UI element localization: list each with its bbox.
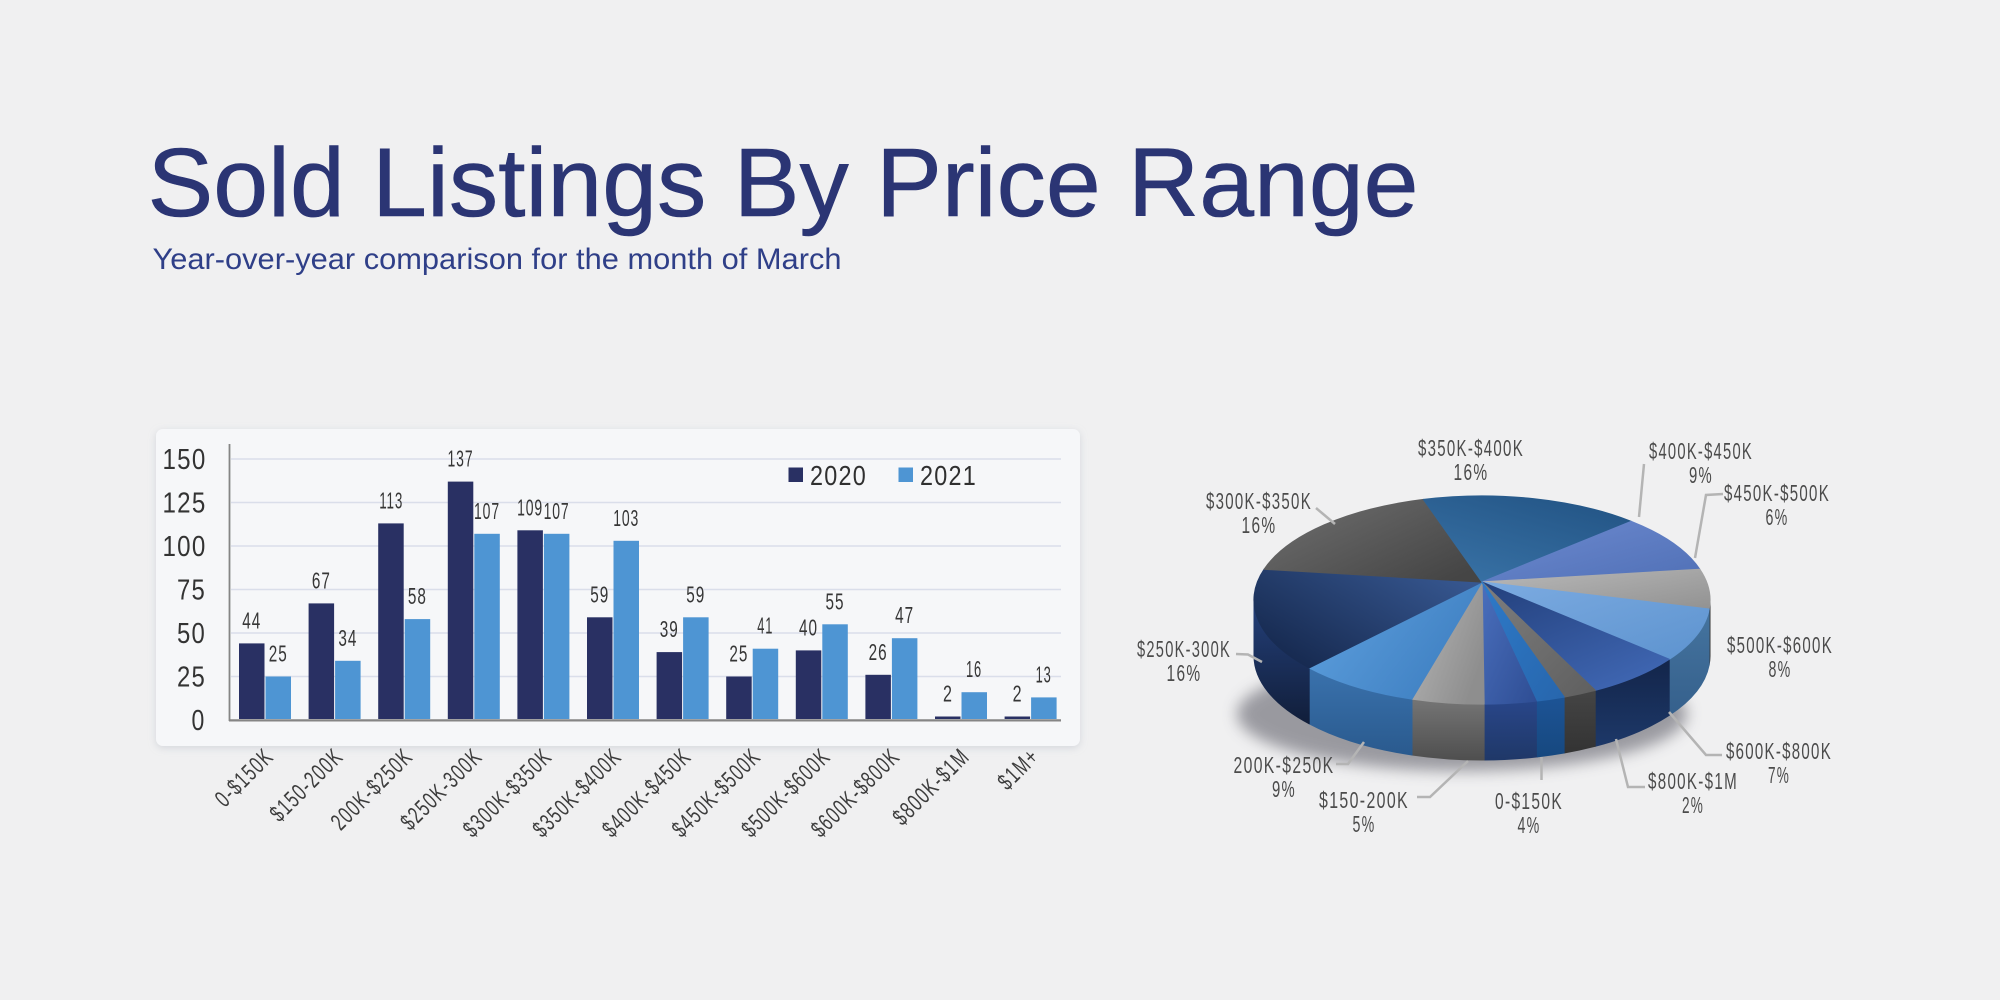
svg-text:2: 2 <box>943 681 953 707</box>
svg-text:$250K-300K: $250K-300K <box>1137 636 1231 662</box>
svg-text:0: 0 <box>192 705 206 737</box>
svg-text:55: 55 <box>826 588 845 614</box>
svg-text:8%: 8% <box>1769 656 1792 682</box>
svg-text:$300K-$350K: $300K-$350K <box>1206 488 1312 514</box>
svg-text:41: 41 <box>757 613 773 639</box>
svg-text:16%: 16% <box>1167 660 1202 686</box>
svg-text:4%: 4% <box>1518 812 1541 838</box>
svg-text:200K-$250K: 200K-$250K <box>1234 752 1335 778</box>
svg-text:107: 107 <box>544 498 570 524</box>
svg-text:103: 103 <box>613 505 639 531</box>
svg-text:39: 39 <box>660 616 679 642</box>
svg-text:Sold Listings By Price Range: Sold Listings By Price Range <box>148 128 1419 237</box>
svg-text:58: 58 <box>408 583 427 609</box>
svg-text:50: 50 <box>177 618 206 650</box>
svg-text:25: 25 <box>269 641 288 667</box>
svg-text:9%: 9% <box>1689 462 1713 488</box>
svg-text:100: 100 <box>163 531 207 563</box>
svg-text:16%: 16% <box>1242 512 1277 538</box>
svg-text:150: 150 <box>163 444 207 476</box>
svg-text:$600K-$800K: $600K-$800K <box>1726 738 1832 764</box>
svg-text:5%: 5% <box>1353 811 1376 837</box>
svg-text:16: 16 <box>966 656 982 682</box>
svg-text:9%: 9% <box>1272 776 1296 802</box>
svg-text:25: 25 <box>177 662 206 694</box>
svg-text:47: 47 <box>895 602 914 628</box>
svg-text:25: 25 <box>729 641 748 667</box>
svg-text:6%: 6% <box>1766 504 1789 530</box>
svg-text:2: 2 <box>1013 681 1023 707</box>
svg-text:7%: 7% <box>1768 762 1790 788</box>
svg-text:44: 44 <box>242 607 261 633</box>
svg-text:$450K-$500K: $450K-$500K <box>1724 480 1830 506</box>
svg-text:67: 67 <box>312 567 331 593</box>
svg-text:16%: 16% <box>1454 459 1489 485</box>
svg-text:125: 125 <box>163 488 207 520</box>
svg-text:109: 109 <box>517 494 543 520</box>
svg-text:107: 107 <box>474 498 500 524</box>
svg-text:2020: 2020 <box>810 460 867 491</box>
svg-text:$500K-$600K: $500K-$600K <box>1727 632 1833 658</box>
svg-text:$350K-$400K: $350K-$400K <box>1418 435 1524 461</box>
svg-text:137: 137 <box>448 446 474 472</box>
svg-text:13: 13 <box>1036 661 1052 687</box>
svg-text:75: 75 <box>177 575 206 607</box>
svg-text:59: 59 <box>590 581 609 607</box>
svg-text:2%: 2% <box>1682 792 1704 818</box>
svg-text:$150-200K: $150-200K <box>1319 787 1409 813</box>
svg-text:40: 40 <box>799 614 818 640</box>
svg-text:Year-over-year comparison for: Year-over-year comparison for the month … <box>153 243 842 276</box>
svg-text:34: 34 <box>338 625 357 651</box>
svg-text:$400K-$450K: $400K-$450K <box>1649 438 1753 464</box>
svg-text:0-$150K: 0-$150K <box>1495 788 1563 814</box>
svg-text:59: 59 <box>686 581 705 607</box>
svg-text:113: 113 <box>379 487 403 513</box>
svg-text:$800K-$1M: $800K-$1M <box>1648 768 1738 794</box>
svg-text:26: 26 <box>869 639 888 665</box>
svg-text:2021: 2021 <box>920 460 977 491</box>
